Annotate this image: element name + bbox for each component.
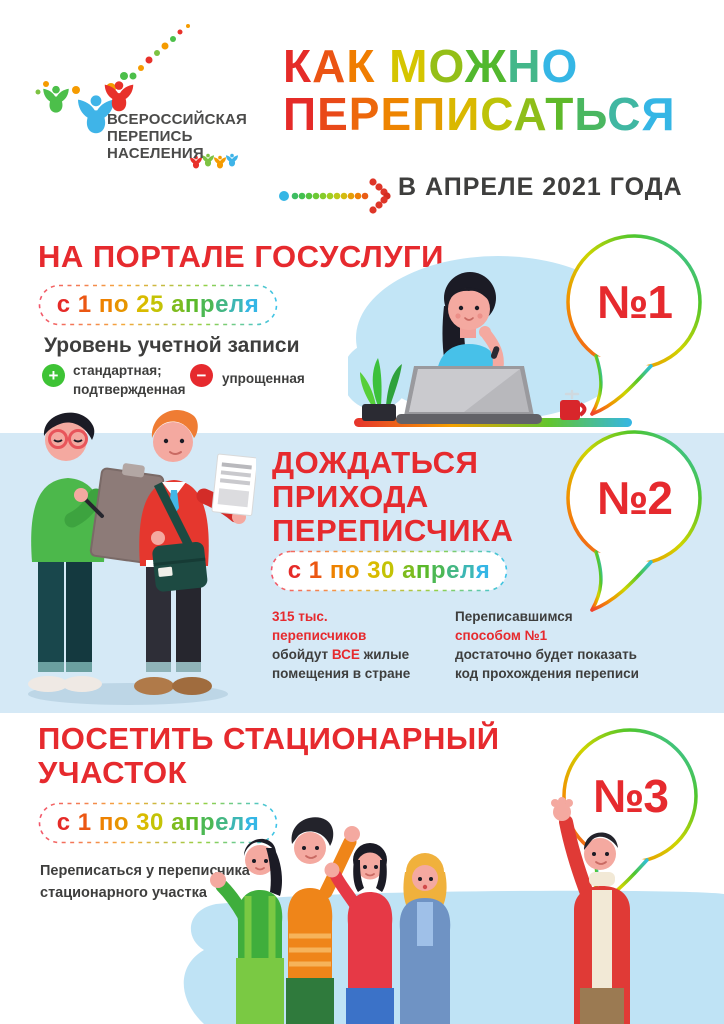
stat-detail: обойдут ВСЕ жилые помещения в стране bbox=[272, 647, 411, 681]
method3-number: №3 bbox=[593, 770, 669, 822]
note-method1-users: Переписавшимся способом №1 достаточно бу… bbox=[455, 607, 715, 683]
method1-number: №1 bbox=[597, 276, 673, 328]
stat-census-takers: 315 тыс. переписчиков обойдут ВСЕ жилые … bbox=[272, 607, 457, 683]
method1-dates: с 1 по 25 апреля bbox=[56, 291, 260, 318]
main-title-line-1: КАК МОЖНО bbox=[283, 40, 579, 92]
method1-title: НА ПОРТАЛЕ ГОСУСЛУГИ bbox=[38, 239, 444, 274]
note-line1: Переписавшимся bbox=[455, 609, 573, 624]
plus-icon: + bbox=[42, 364, 65, 387]
note-emph: способом №1 bbox=[455, 628, 548, 643]
method2-dates-pill: с 1 по 30 апреля bbox=[270, 550, 508, 592]
method3-title: ПОСЕТИТЬ СТАЦИОНАРНЫЙ УЧАСТОК bbox=[38, 721, 500, 790]
speech-bubble-2 bbox=[566, 430, 702, 612]
account-ok-label: стандартная; подтвержденная bbox=[73, 363, 186, 397]
poster-subtitle: В АПРЕЛЕ 2021 ГОДА bbox=[398, 173, 683, 201]
note-rest: достаточно будет показать код прохождени… bbox=[455, 647, 639, 681]
account-level-heading: Уровень учетной записи bbox=[44, 334, 300, 357]
dotted-arrow-icon bbox=[279, 178, 391, 214]
method3-dates-pill: с 1 по 30 апреля bbox=[38, 802, 278, 844]
speech-bubble-1 bbox=[566, 234, 702, 416]
census-logo-figures bbox=[35, 24, 238, 169]
minus-icon: − bbox=[190, 364, 213, 387]
method3-note: Переписаться у переписчика стационарного… bbox=[40, 863, 250, 901]
census-logo-title: ВСЕРОССИЙСКАЯ ПЕРЕПИСЬ НАСЕЛЕНИЯ bbox=[107, 111, 248, 162]
main-title-line-2: ПЕРЕПИСАТЬСЯ bbox=[283, 88, 676, 140]
method2-title: ДОЖДАТЬСЯ ПРИХОДА ПЕРЕПИСЧИКА bbox=[272, 445, 514, 548]
method1-dates-pill: с 1 по 25 апреля bbox=[38, 284, 278, 326]
method3-dates: с 1 по 30 апреля bbox=[56, 809, 260, 836]
method2-dates: с 1 по 30 апреля bbox=[287, 557, 491, 584]
stat-lead: 315 тыс. переписчиков bbox=[272, 609, 367, 643]
account-simple-label: упрощенная bbox=[222, 371, 305, 386]
method2-number: №2 bbox=[597, 472, 673, 524]
illustration-people-waving bbox=[183, 797, 724, 1024]
illustration-census-taker bbox=[28, 410, 256, 705]
